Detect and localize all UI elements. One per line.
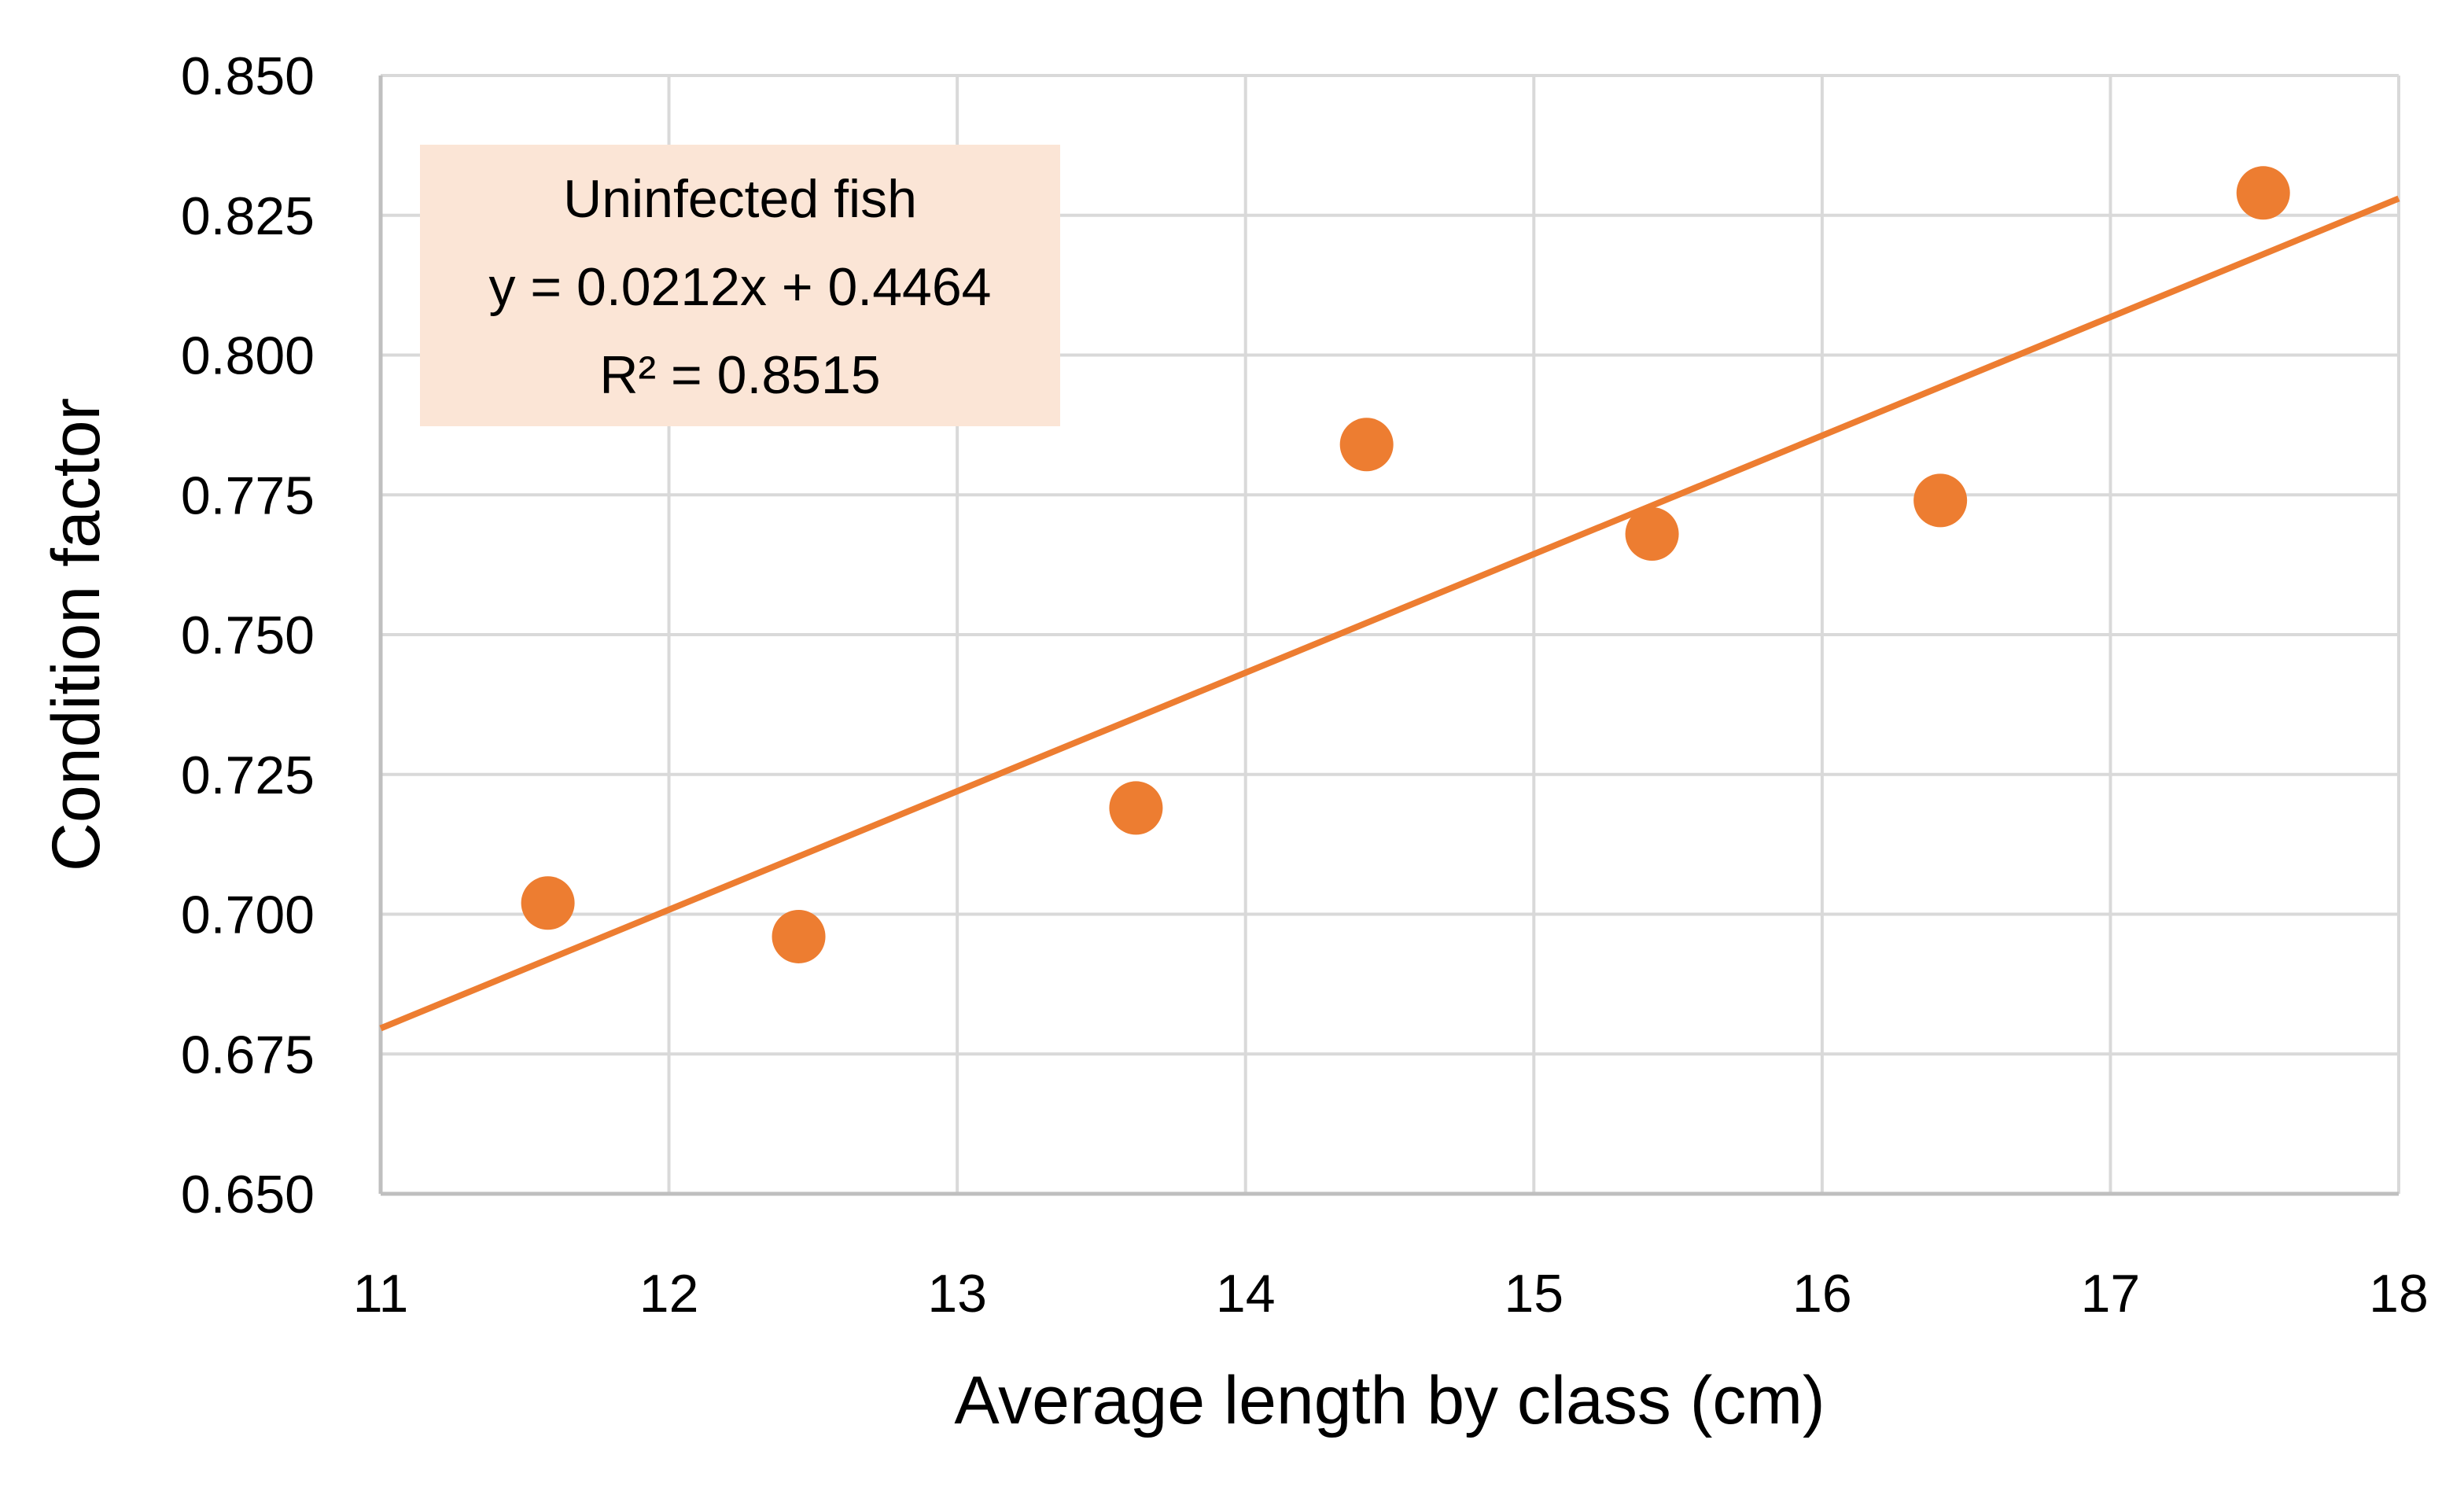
x-tick-label: 18 <box>2369 1264 2429 1324</box>
annotation-box <box>420 145 1060 426</box>
x-tick-label: 11 <box>353 1264 409 1324</box>
y-tick-label: 0.775 <box>181 466 315 525</box>
x-tick-label: 12 <box>639 1264 699 1324</box>
data-point <box>1913 473 1968 528</box>
data-point <box>2236 166 2290 220</box>
annotation-equation: y = 0.0212x + 0.4464 <box>489 257 992 317</box>
x-tick-label: 15 <box>1504 1264 1563 1324</box>
data-point <box>1339 418 1394 472</box>
y-tick-label: 0.825 <box>181 186 315 246</box>
data-point <box>1109 781 1163 835</box>
x-tick-label: 14 <box>1216 1264 1276 1324</box>
y-tick-label: 0.725 <box>181 746 315 805</box>
equation-annotation: Uninfected fish y = 0.0212x + 0.4464 R² … <box>420 145 1060 426</box>
data-points <box>521 166 2290 963</box>
y-tick-label: 0.700 <box>181 886 315 945</box>
y-tick-label: 0.850 <box>181 46 315 106</box>
data-point <box>521 876 575 930</box>
annotation-r-squared: R² = 0.8515 <box>599 345 880 405</box>
trendline-layer <box>379 195 2400 1032</box>
x-tick-label: 16 <box>1792 1264 1852 1324</box>
y-tick-label: 0.650 <box>181 1165 315 1224</box>
axes: 11 12 13 14 15 16 17 18 0.650 0.675 0.700 0.725 0.75… <box>181 46 2429 1324</box>
y-tick-label: 0.800 <box>181 326 315 386</box>
y-axis-title: Condition factor <box>39 398 114 871</box>
data-point <box>1625 507 1679 562</box>
x-axis-title: Average length by class (cm) <box>954 1363 1825 1438</box>
x-tick-label: 17 <box>2081 1264 2141 1324</box>
y-tick-label: 0.750 <box>181 606 315 665</box>
annotation-series-name: Uninfected fish <box>563 169 917 229</box>
x-tick-label: 13 <box>927 1264 987 1324</box>
data-point <box>772 909 826 963</box>
y-tick-label: 0.675 <box>181 1025 315 1084</box>
trendline <box>379 195 2400 1032</box>
grid <box>379 74 2400 1195</box>
